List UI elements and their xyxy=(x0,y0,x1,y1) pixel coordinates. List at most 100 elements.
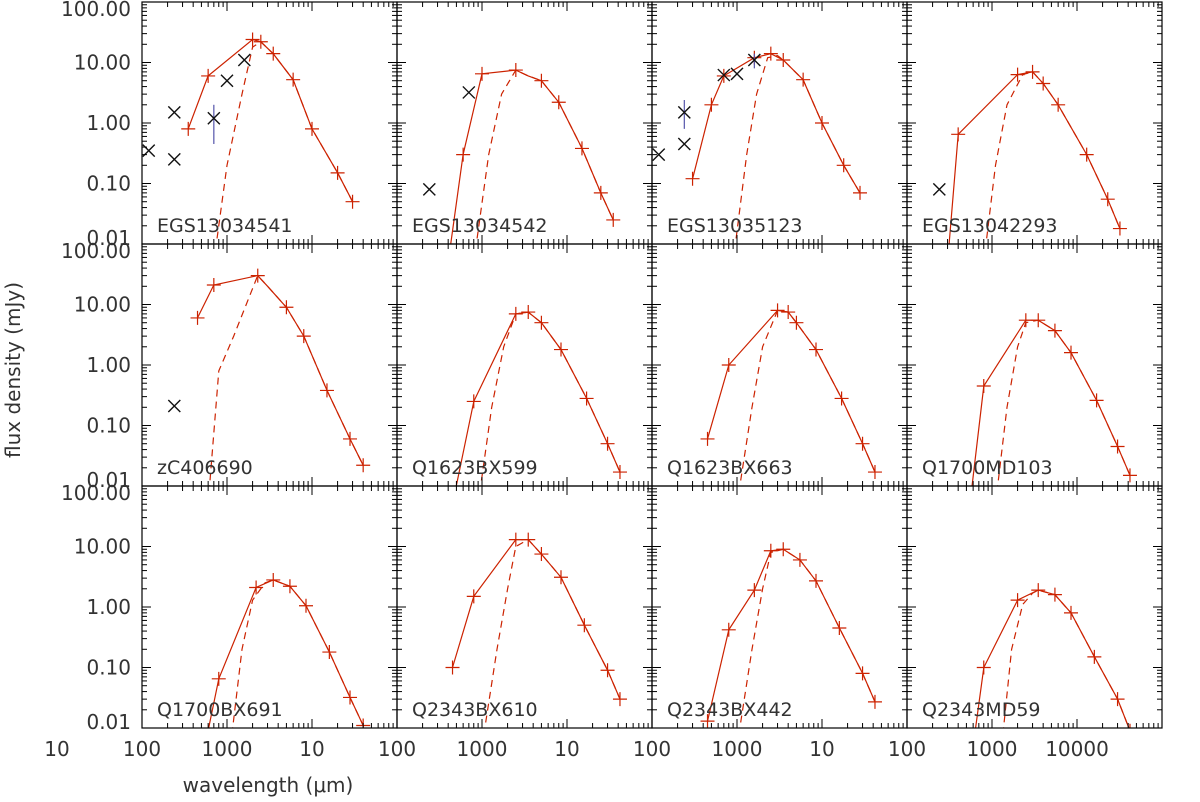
model-point xyxy=(299,598,314,613)
model-point xyxy=(343,690,358,705)
panel-label: EGS13034541 xyxy=(157,215,293,237)
panel-label: Q2343MD59 xyxy=(922,699,1041,721)
plot-area xyxy=(167,268,371,486)
panel-q1623bx599: Q1623BX599 xyxy=(396,243,653,487)
panel-q2343bx442: Q2343BX442 xyxy=(651,485,908,729)
model-point xyxy=(1089,393,1104,408)
model-point xyxy=(577,618,592,633)
model-point xyxy=(809,342,824,357)
model-point xyxy=(1100,192,1115,207)
model-point xyxy=(521,305,536,320)
model-point xyxy=(855,666,870,681)
model-point xyxy=(1025,64,1040,79)
panel-label: EGS13042293 xyxy=(922,215,1058,237)
model-point xyxy=(296,329,311,344)
observed-point xyxy=(747,53,761,67)
y-tick-label: 10.00 xyxy=(74,293,131,317)
model-point xyxy=(343,431,358,446)
x-tick-label: 100 xyxy=(123,737,161,761)
model-point xyxy=(721,622,736,637)
model-point xyxy=(534,547,549,562)
panel-frame xyxy=(141,243,398,487)
model-point xyxy=(600,663,615,678)
model-point xyxy=(1036,76,1051,91)
panel-frame xyxy=(651,1,908,245)
model-point xyxy=(521,532,536,547)
plot-area xyxy=(455,305,627,486)
plot-area xyxy=(700,303,882,486)
model-point xyxy=(286,72,301,87)
model-point xyxy=(809,573,824,588)
model-point xyxy=(466,589,481,604)
model-point xyxy=(445,660,460,675)
y-axis-title: flux density (mJy) xyxy=(1,282,25,458)
model-point xyxy=(211,671,226,686)
observed-point xyxy=(932,182,946,196)
y-tick-label: 0.10 xyxy=(86,414,131,438)
plot-area xyxy=(445,532,627,728)
panel-frame xyxy=(141,485,398,729)
y-tick-label: 1.00 xyxy=(86,595,131,619)
plot-area xyxy=(971,313,1137,486)
model-point xyxy=(253,34,268,49)
panel-q2343bx610: Q2343BX610 xyxy=(396,485,653,729)
model-point xyxy=(456,147,471,162)
model-point xyxy=(704,97,719,112)
model-point xyxy=(1087,649,1102,664)
model-point xyxy=(1110,439,1125,454)
panel-zc406690: zC406690 xyxy=(141,243,398,487)
y-tick-label: 0.10 xyxy=(86,172,131,196)
observed-point xyxy=(167,105,181,119)
model-point xyxy=(266,572,281,587)
model-point xyxy=(976,660,991,675)
model-total-line xyxy=(208,579,364,728)
model-point xyxy=(781,305,796,320)
observed-point xyxy=(422,182,436,196)
panel-label: EGS13035123 xyxy=(667,215,803,237)
panel-egs13035123: EGS13035123 xyxy=(651,1,908,245)
model-point xyxy=(951,127,966,142)
model-total-line xyxy=(974,589,1130,728)
x-tick-label: 10 xyxy=(554,737,579,761)
model-point xyxy=(1010,593,1025,608)
x-tick-label: 100 xyxy=(378,737,416,761)
axis-tick-labels: 100.0010.001.000.100.01100.0010.001.000.… xyxy=(44,0,1109,761)
model-point xyxy=(508,532,523,547)
model-point xyxy=(534,315,549,330)
panel-label: Q1623BX599 xyxy=(412,457,538,479)
model-point xyxy=(1064,345,1078,360)
model-point xyxy=(201,68,216,83)
model-point xyxy=(789,315,804,330)
model-point xyxy=(206,278,221,293)
y-tick-label: 10.00 xyxy=(74,51,131,75)
model-point xyxy=(867,465,882,480)
plot-area xyxy=(932,64,1127,244)
model-point xyxy=(579,391,594,406)
panel-frame xyxy=(906,485,1163,729)
model-point xyxy=(554,342,569,357)
model-point xyxy=(606,212,621,227)
model-point xyxy=(834,391,849,406)
x-axis-title: wavelength (μm) xyxy=(183,773,354,797)
model-point xyxy=(721,358,736,372)
model-point xyxy=(700,431,715,446)
y-tick-label: 0.01 xyxy=(86,468,131,492)
model-point xyxy=(600,436,615,451)
model-point xyxy=(266,46,281,61)
model-point xyxy=(1112,221,1127,236)
model-point xyxy=(322,645,337,660)
panel-egs13034542: EGS13034542 xyxy=(396,1,653,245)
model-point xyxy=(1047,587,1062,602)
x-tick-label: 1000 xyxy=(202,737,253,761)
model-point xyxy=(574,141,589,156)
panel-q1623bx663: Q1623BX663 xyxy=(651,243,908,487)
observed-point xyxy=(167,152,181,166)
x-tick-label: 10 xyxy=(299,737,324,761)
model-point xyxy=(976,378,991,393)
model-point xyxy=(1064,605,1078,620)
model-total-line xyxy=(196,274,364,466)
model-point xyxy=(305,121,319,136)
panel-label: Q2343BX442 xyxy=(667,699,793,721)
panel-frame xyxy=(906,243,1163,487)
model-total-line xyxy=(706,548,876,722)
